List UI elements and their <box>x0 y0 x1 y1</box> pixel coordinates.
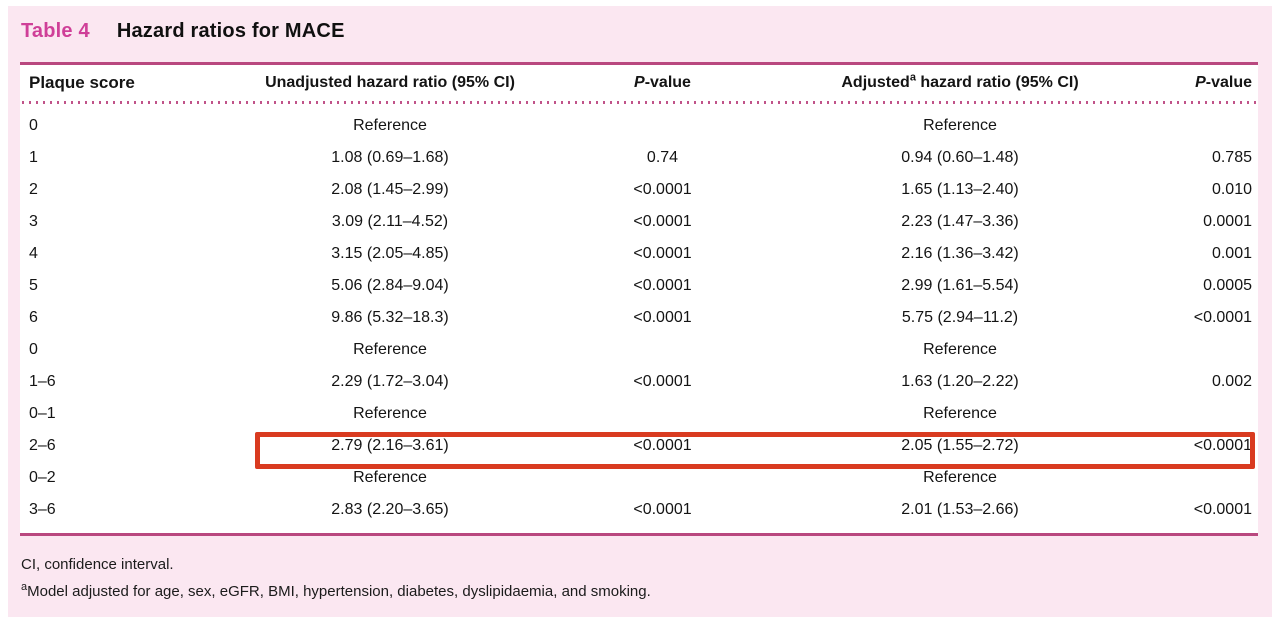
table-title: Hazard ratios for MACE <box>116 20 345 42</box>
cell-unadjusted: 9.86 (5.32–18.3) <box>331 309 449 326</box>
cell-p2: 0.002 <box>1211 373 1252 390</box>
cell-score: 0–2 <box>29 469 56 486</box>
footnote-model-text: Model adjusted for age, sex, eGFR, BMI, … <box>27 583 651 600</box>
cell-adjusted: 5.75 (2.94–11.2) <box>901 309 1019 326</box>
cell-p2: 0.0001 <box>1203 213 1252 230</box>
cell-score: 2–6 <box>29 437 56 454</box>
cell-adjusted: Reference <box>923 117 997 134</box>
cell-p2: 0.785 <box>1211 149 1252 166</box>
header-p-value-2: P-value <box>1175 74 1258 92</box>
cell-adjusted: 2.99 (1.61–5.54) <box>901 277 1019 294</box>
table-header-row: Plaque score Unadjusted hazard ratio (95… <box>20 65 1258 101</box>
cell-unadjusted: 1.08 (0.69–1.68) <box>331 149 449 166</box>
cell-unadjusted: Reference <box>353 341 427 358</box>
p-suffix: -value <box>644 74 691 91</box>
cell-unadjusted: Reference <box>353 405 427 422</box>
cell-adjusted: 1.65 (1.13–2.40) <box>901 181 1019 198</box>
cell-score: 1–6 <box>29 373 56 390</box>
cell-score: 0 <box>29 117 38 134</box>
cell-p1: <0.0001 <box>633 437 692 454</box>
table-row: 3 3.09 (2.11–4.52) <0.0001 2.23 (1.47–3.36)… <box>20 206 1258 238</box>
cell-p1: <0.0001 <box>633 245 692 262</box>
cell-unadjusted: 2.79 (2.16–3.61) <box>331 437 449 454</box>
cell-unadjusted: 2.08 (1.45–2.99) <box>331 181 449 198</box>
table-caption: Table 4 Hazard ratios for MACE <box>21 20 345 43</box>
table-row: 0–1 Reference Reference <box>20 398 1258 430</box>
table-row: 3–6 2.83 (2.20–3.65) <0.0001 2.01 (1.53–2.6… <box>20 494 1258 526</box>
cell-score: 0 <box>29 341 38 358</box>
cell-unadjusted: 5.06 (2.84–9.04) <box>331 277 449 294</box>
cell-adjusted: Reference <box>923 469 997 486</box>
table-row: 6 9.86 (5.32–18.3) <0.0001 5.75 (2.94–11.2)… <box>20 302 1258 334</box>
cell-adjusted: 2.23 (1.47–3.36) <box>901 213 1019 230</box>
cell-score: 2 <box>29 181 38 198</box>
dotted-divider <box>22 101 1256 104</box>
footnote-ci: CI, confidence interval. <box>21 556 174 573</box>
header-unadjusted-hr: Unadjusted hazard ratio (95% CI) <box>265 74 515 91</box>
cell-unadjusted: Reference <box>353 469 427 486</box>
table-body: 0 Reference Reference 1 1.08 (0.69–1.68) 0.74… <box>20 104 1258 533</box>
footnote-superscript: a <box>21 581 28 593</box>
hazard-ratio-table: Plaque score Unadjusted hazard ratio (95… <box>20 62 1258 536</box>
footnote-model: aModel adjusted for age, sex, eGFR, BMI,… <box>21 578 651 605</box>
cell-adjusted: 2.01 (1.53–2.66) <box>901 501 1019 518</box>
cell-score: 3 <box>29 213 38 230</box>
table-row: 5 5.06 (2.84–9.04) <0.0001 2.99 (1.61–5.54)… <box>20 270 1258 302</box>
cell-p2: 0.001 <box>1211 245 1252 262</box>
cell-unadjusted: 3.15 (2.05–4.85) <box>331 245 449 262</box>
cell-p2: <0.0001 <box>1193 309 1252 326</box>
cell-adjusted: Reference <box>923 341 997 358</box>
p-italic: P <box>634 74 645 91</box>
cell-p2: 0.0005 <box>1203 277 1252 294</box>
cell-p2: <0.0001 <box>1193 501 1252 518</box>
table-row-highlighted: 2–6 2.79 (2.16–3.61) <0.0001 2.05 (1.55–2.7… <box>20 430 1258 462</box>
table-row: 1 1.08 (0.69–1.68) 0.74 0.94 (0.60–1.48) 0.7… <box>20 142 1258 174</box>
table-row: 0 Reference Reference <box>20 110 1258 142</box>
adjusted-prefix: Adjusted <box>841 74 910 91</box>
cell-unadjusted: 3.09 (2.11–4.52) <box>331 213 449 230</box>
adjusted-superscript: a <box>909 71 916 84</box>
cell-p1: <0.0001 <box>633 277 692 294</box>
cell-score: 1 <box>29 149 38 166</box>
cell-unadjusted: 2.83 (2.20–3.65) <box>331 501 449 518</box>
cell-score: 5 <box>29 277 38 294</box>
cell-p2: <0.0001 <box>1193 437 1252 454</box>
p-suffix: -value <box>1205 74 1252 91</box>
cell-adjusted: Reference <box>923 405 997 422</box>
header-plaque-score: Plaque score <box>29 73 135 92</box>
table-row: 2 2.08 (1.45–2.99) <0.0001 1.65 (1.13–2.40)… <box>20 174 1258 206</box>
cell-p1: 0.74 <box>646 149 679 166</box>
cell-adjusted: 1.63 (1.20–2.22) <box>901 373 1019 390</box>
header-p-value-1: P-value <box>580 74 745 92</box>
cell-unadjusted: 2.29 (1.72–3.04) <box>331 373 449 390</box>
header-adjusted-hr: Adjusteda hazard ratio (95% CI) <box>745 71 1175 92</box>
cell-score: 4 <box>29 245 38 262</box>
cell-adjusted: 0.94 (0.60–1.48) <box>901 149 1019 166</box>
table-number-label: Table 4 <box>21 20 90 42</box>
cell-score: 0–1 <box>29 405 56 422</box>
cell-score: 6 <box>29 309 38 326</box>
table-row: 1–6 2.29 (1.72–3.04) <0.0001 1.63 (1.20–2.2… <box>20 366 1258 398</box>
cell-p1: <0.0001 <box>633 213 692 230</box>
cell-p1: <0.0001 <box>633 309 692 326</box>
table-footnotes: CI, confidence interval. aModel adjusted… <box>21 551 651 605</box>
table-card: Table 4 Hazard ratios for MACE Plaque sc… <box>8 6 1272 617</box>
cell-adjusted: 2.16 (1.36–3.42) <box>901 245 1019 262</box>
cell-p2: 0.010 <box>1211 181 1252 198</box>
cell-p1: <0.0001 <box>633 501 692 518</box>
cell-p1: <0.0001 <box>633 373 692 390</box>
table-row: 4 3.15 (2.05–4.85) <0.0001 2.16 (1.36–3.42)… <box>20 238 1258 270</box>
cell-unadjusted: Reference <box>353 117 427 134</box>
table-row: 0 Reference Reference <box>20 334 1258 366</box>
cell-p1: <0.0001 <box>633 181 692 198</box>
cell-score: 3–6 <box>29 501 56 518</box>
adjusted-suffix: hazard ratio (95% CI) <box>915 74 1079 91</box>
p-italic: P <box>1195 74 1206 91</box>
table-row: 0–2 Reference Reference <box>20 462 1258 494</box>
cell-adjusted: 2.05 (1.55–2.72) <box>901 437 1019 454</box>
